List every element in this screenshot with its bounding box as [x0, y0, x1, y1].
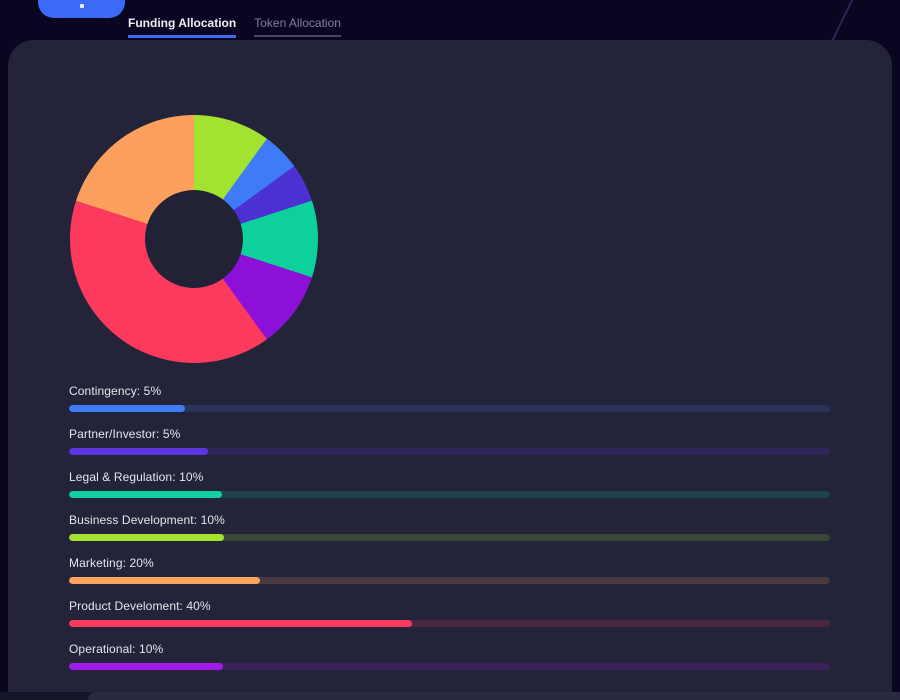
allocation-row: Legal & Regulation: 10%: [69, 470, 830, 498]
allocation-bar-fill: [69, 620, 413, 627]
allocation-bar-track: [69, 405, 830, 412]
allocation-row-label: Contingency: 5%: [69, 384, 162, 398]
allocation-bar-fill: [69, 405, 185, 412]
tab-token-allocation[interactable]: Token Allocation: [254, 16, 341, 37]
allocation-row: Partner/Investor: 5%: [69, 427, 830, 455]
donut-hole: [145, 190, 243, 288]
allocation-bar-fill: [69, 491, 222, 498]
tab-funding-allocation[interactable]: Funding Allocation: [128, 16, 237, 38]
allocation-row-label: Marketing: 20%: [69, 556, 154, 570]
allocation-bar-fill: [69, 534, 225, 541]
clipped-button-label: [80, 4, 84, 8]
allocation-row-label: Partner/Investor: 5%: [69, 427, 181, 441]
allocation-row: Marketing: 20%: [69, 556, 830, 584]
allocation-row-label: Legal & Regulation: 10%: [69, 470, 204, 484]
top-action-button[interactable]: [38, 0, 125, 18]
allocation-bar-fill: [69, 663, 223, 670]
allocation-row: Contingency: 5%: [69, 384, 830, 412]
allocation-bar-track: [69, 448, 830, 455]
allocation-bar-list: Contingency: 5% Partner/Investor: 5% Legal…: [69, 384, 830, 685]
allocation-row-label: Business Development: 10%: [69, 513, 225, 527]
allocation-bar-fill: [69, 577, 260, 584]
funding-donut-chart[interactable]: [70, 115, 318, 363]
allocation-row: Operational: 10%: [69, 642, 830, 670]
allocation-bar-fill: [69, 448, 209, 455]
allocation-bar-track: [69, 620, 830, 627]
allocation-row-label: Product Develoment: 40%: [69, 599, 211, 613]
funding-allocation-panel: Contingency: 5% Partner/Investor: 5% Legal…: [8, 40, 892, 692]
next-section-top-edge: [88, 692, 900, 700]
allocation-bar-track: [69, 491, 830, 498]
allocation-bar-track: [69, 534, 830, 541]
allocation-row: Product Develoment: 40%: [69, 599, 830, 627]
allocation-tabs: Funding Allocation Token Allocation: [128, 16, 341, 38]
allocation-bar-track: [69, 577, 830, 584]
allocation-row-label: Operational: 10%: [69, 642, 164, 656]
allocation-row: Business Development: 10%: [69, 513, 830, 541]
allocation-bar-track: [69, 663, 830, 670]
